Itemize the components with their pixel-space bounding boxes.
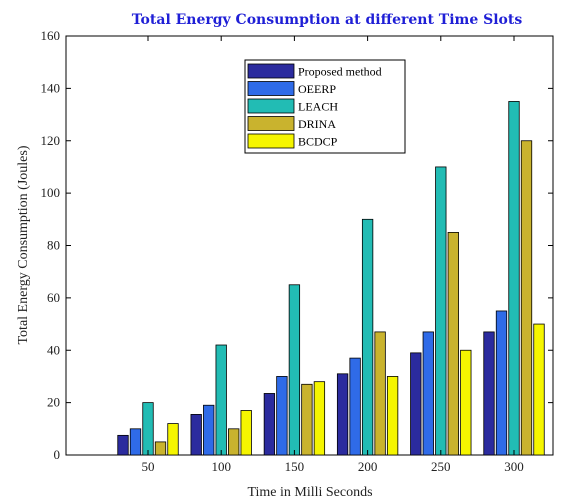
bar	[215, 344, 227, 456]
legend-label: DRINA	[298, 117, 336, 131]
bar	[349, 357, 361, 456]
bar	[386, 376, 399, 456]
plot-area: 0 20 40 60 80 100 120 140 160 50 100 150 200 250 300	[41, 28, 554, 474]
legend-swatch	[247, 63, 295, 79]
bar	[240, 410, 252, 456]
legend-label: OEERP	[298, 82, 336, 96]
bar	[301, 383, 313, 456]
y-tick-label: 60	[47, 290, 60, 305]
x-tick-label: 300	[504, 459, 524, 474]
bar	[533, 323, 545, 456]
bar	[276, 376, 288, 456]
bar	[263, 393, 276, 456]
bar	[361, 218, 374, 456]
x-tick-label: 150	[285, 459, 305, 474]
legend-swatch	[247, 81, 295, 96]
y-tick-label: 100	[41, 185, 61, 200]
x-tick-label: 100	[211, 459, 231, 474]
bar	[447, 232, 459, 456]
x-axis-label: Time in Milli Seconds	[247, 485, 372, 500]
y-tick-label: 40	[47, 342, 60, 357]
x-tick-label: 250	[431, 459, 451, 474]
bar	[288, 284, 301, 456]
bar	[520, 140, 533, 456]
bar	[154, 441, 167, 456]
legend-swatch	[247, 116, 295, 131]
bar	[422, 331, 434, 456]
bar	[410, 352, 422, 456]
legend-label: BCDCP	[298, 135, 338, 149]
bar	[483, 331, 495, 456]
legend-swatch	[247, 133, 295, 149]
bar	[203, 404, 215, 456]
bar	[129, 428, 142, 456]
bar	[142, 402, 154, 456]
chart-title: Total Energy Consumption at different Ti…	[132, 12, 523, 28]
bar	[228, 428, 240, 456]
y-tick-label: 140	[41, 80, 61, 95]
y-axis-label: Total Energy Consumption (Joules)	[16, 145, 31, 344]
x-tick-label: 200	[358, 459, 378, 474]
bar	[167, 423, 179, 456]
y-tick-label: 0	[54, 447, 61, 462]
legend-label: LEACH	[298, 100, 338, 114]
y-tick-label: 20	[47, 395, 60, 410]
bar	[117, 434, 129, 456]
bar	[374, 331, 386, 456]
bar	[313, 381, 326, 456]
bar	[460, 349, 472, 456]
y-tick-label: 120	[41, 133, 61, 148]
x-tick-label: 50	[142, 459, 155, 474]
bar	[495, 310, 508, 456]
bar	[508, 101, 520, 456]
legend: Proposed method OEERP LEACH DRINA BCDCP	[244, 59, 406, 154]
legend-label: Proposed method	[298, 65, 382, 79]
legend-swatch	[247, 98, 295, 114]
bar	[435, 166, 447, 456]
bar	[190, 414, 202, 456]
bar	[336, 373, 349, 456]
y-tick-label: 160	[41, 28, 61, 43]
y-tick-label: 80	[47, 238, 60, 253]
